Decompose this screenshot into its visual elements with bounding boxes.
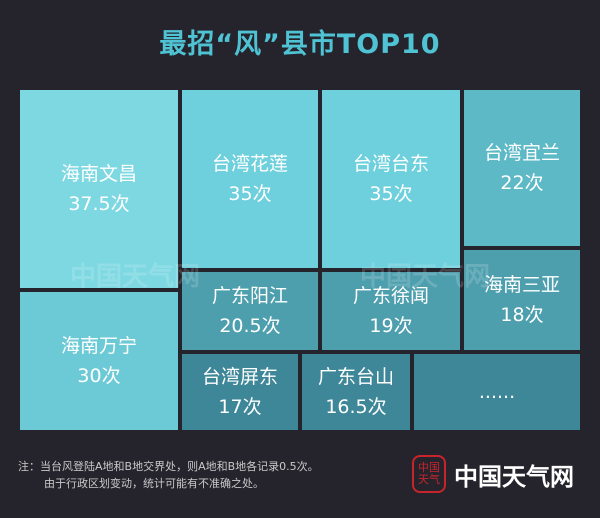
cell-value: 19次 — [369, 315, 413, 337]
cell-name: 广东台山 — [317, 366, 394, 388]
cell-value: 18次 — [500, 304, 544, 326]
cell-name: 广东阳江 — [211, 285, 288, 307]
treemap-cell: 台湾宜兰 22次 — [462, 88, 582, 248]
cell-name: 台湾屏东 — [201, 366, 278, 388]
treemap-cell: 台湾花莲 35次 — [180, 88, 320, 270]
treemap-cell: 广东徐闻 19次 — [320, 270, 462, 352]
footnote-line-1: 注：当台风登陆A地和B地交界处，则A地和B地各记录0.5次。 — [18, 460, 319, 473]
footnote-line-2: 由于行政区划变动，统计可能有不准确之处。 — [44, 477, 264, 490]
brand-name: 中国天气网 — [454, 461, 574, 491]
cell-name: 台湾台东 — [352, 153, 429, 175]
treemap-cell: 广东阳江 20.5次 — [180, 270, 320, 352]
treemap-cell: ...... — [412, 352, 582, 432]
cell-name: ...... — [478, 381, 516, 403]
treemap-cell: 海南文昌 37.5次 — [18, 88, 180, 290]
chart-title: 最招“风”县市TOP10 — [159, 29, 441, 60]
cell-value: 37.5次 — [68, 193, 130, 215]
cell-name: 台湾宜兰 — [483, 142, 560, 164]
cell-value: 35次 — [369, 183, 413, 205]
treemap-cell: 台湾台东 35次 — [320, 88, 462, 270]
cell-name: 海南万宁 — [60, 335, 137, 357]
cell-value: 35次 — [228, 183, 272, 205]
cell-name: 台湾花莲 — [211, 153, 288, 175]
cell-name: 广东徐闻 — [352, 285, 429, 307]
treemap-cell: 海南万宁 30次 — [18, 290, 180, 432]
treemap-cell: 台湾屏东 17次 — [180, 352, 300, 432]
cell-value: 22次 — [500, 172, 544, 194]
cell-name: 海南三亚 — [483, 274, 560, 296]
cell-value: 16.5次 — [325, 396, 387, 418]
cell-value: 17次 — [218, 396, 262, 418]
cell-value: 20.5次 — [219, 315, 281, 337]
cell-name: 海南文昌 — [60, 163, 137, 185]
footnote: 注：当台风登陆A地和B地交界处，则A地和B地各记录0.5次。 由于行政区划变动，… — [18, 458, 319, 492]
treemap: 海南文昌 37.5次海南万宁 30次 台湾花莲 35次 台湾台东 35次 台湾宜兰 22次广东阳… — [18, 88, 582, 432]
treemap-cell: 海南三亚 18次 — [462, 248, 582, 352]
brand-logo: 中国天气 中国天气网 — [412, 455, 574, 493]
treemap-cell: 广东台山 16.5次 — [300, 352, 412, 432]
cell-value: 30次 — [77, 365, 121, 387]
seal-icon: 中国天气 — [412, 455, 446, 493]
